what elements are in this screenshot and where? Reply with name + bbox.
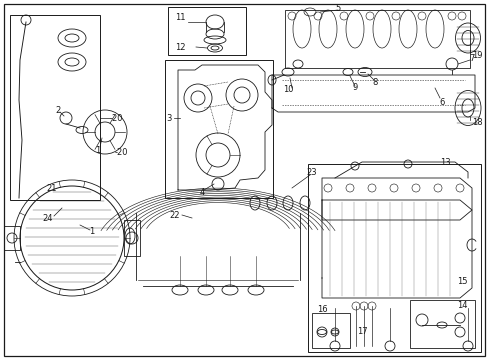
Text: 22: 22 [169, 211, 180, 220]
Text: 1: 1 [95, 145, 101, 154]
Text: -20: -20 [115, 148, 128, 157]
Bar [124, 220, 140, 256]
Bar [164, 60, 272, 198]
Text: 8: 8 [371, 77, 377, 86]
Text: 10: 10 [282, 85, 293, 94]
Text: 12: 12 [174, 42, 185, 51]
Bar [311, 313, 349, 348]
Text: 14: 14 [456, 301, 467, 310]
Text: -20: -20 [110, 113, 123, 122]
Text: 5: 5 [335, 4, 340, 13]
Text: 3: 3 [166, 113, 172, 122]
Text: 21: 21 [47, 184, 57, 193]
Text: 6: 6 [438, 98, 444, 107]
Text: 7: 7 [468, 54, 474, 63]
Bar [4, 226, 20, 250]
Text: 17: 17 [356, 328, 366, 337]
Text: 16: 16 [316, 306, 326, 315]
Bar [285, 10, 469, 68]
Text: 23: 23 [306, 167, 317, 176]
Bar [168, 7, 245, 55]
Text: 24: 24 [42, 213, 53, 222]
Text: 11: 11 [174, 13, 185, 22]
Text: 18: 18 [471, 117, 482, 126]
Bar [409, 300, 474, 348]
Bar [307, 164, 480, 352]
Text: 13: 13 [439, 158, 449, 166]
Text: 9: 9 [352, 84, 357, 93]
Text: 15: 15 [456, 278, 467, 287]
Text: 19: 19 [471, 50, 482, 59]
Text: 1: 1 [89, 228, 95, 237]
Text: 4: 4 [199, 188, 204, 197]
Text: 2: 2 [55, 105, 61, 114]
Bar [10, 15, 100, 200]
